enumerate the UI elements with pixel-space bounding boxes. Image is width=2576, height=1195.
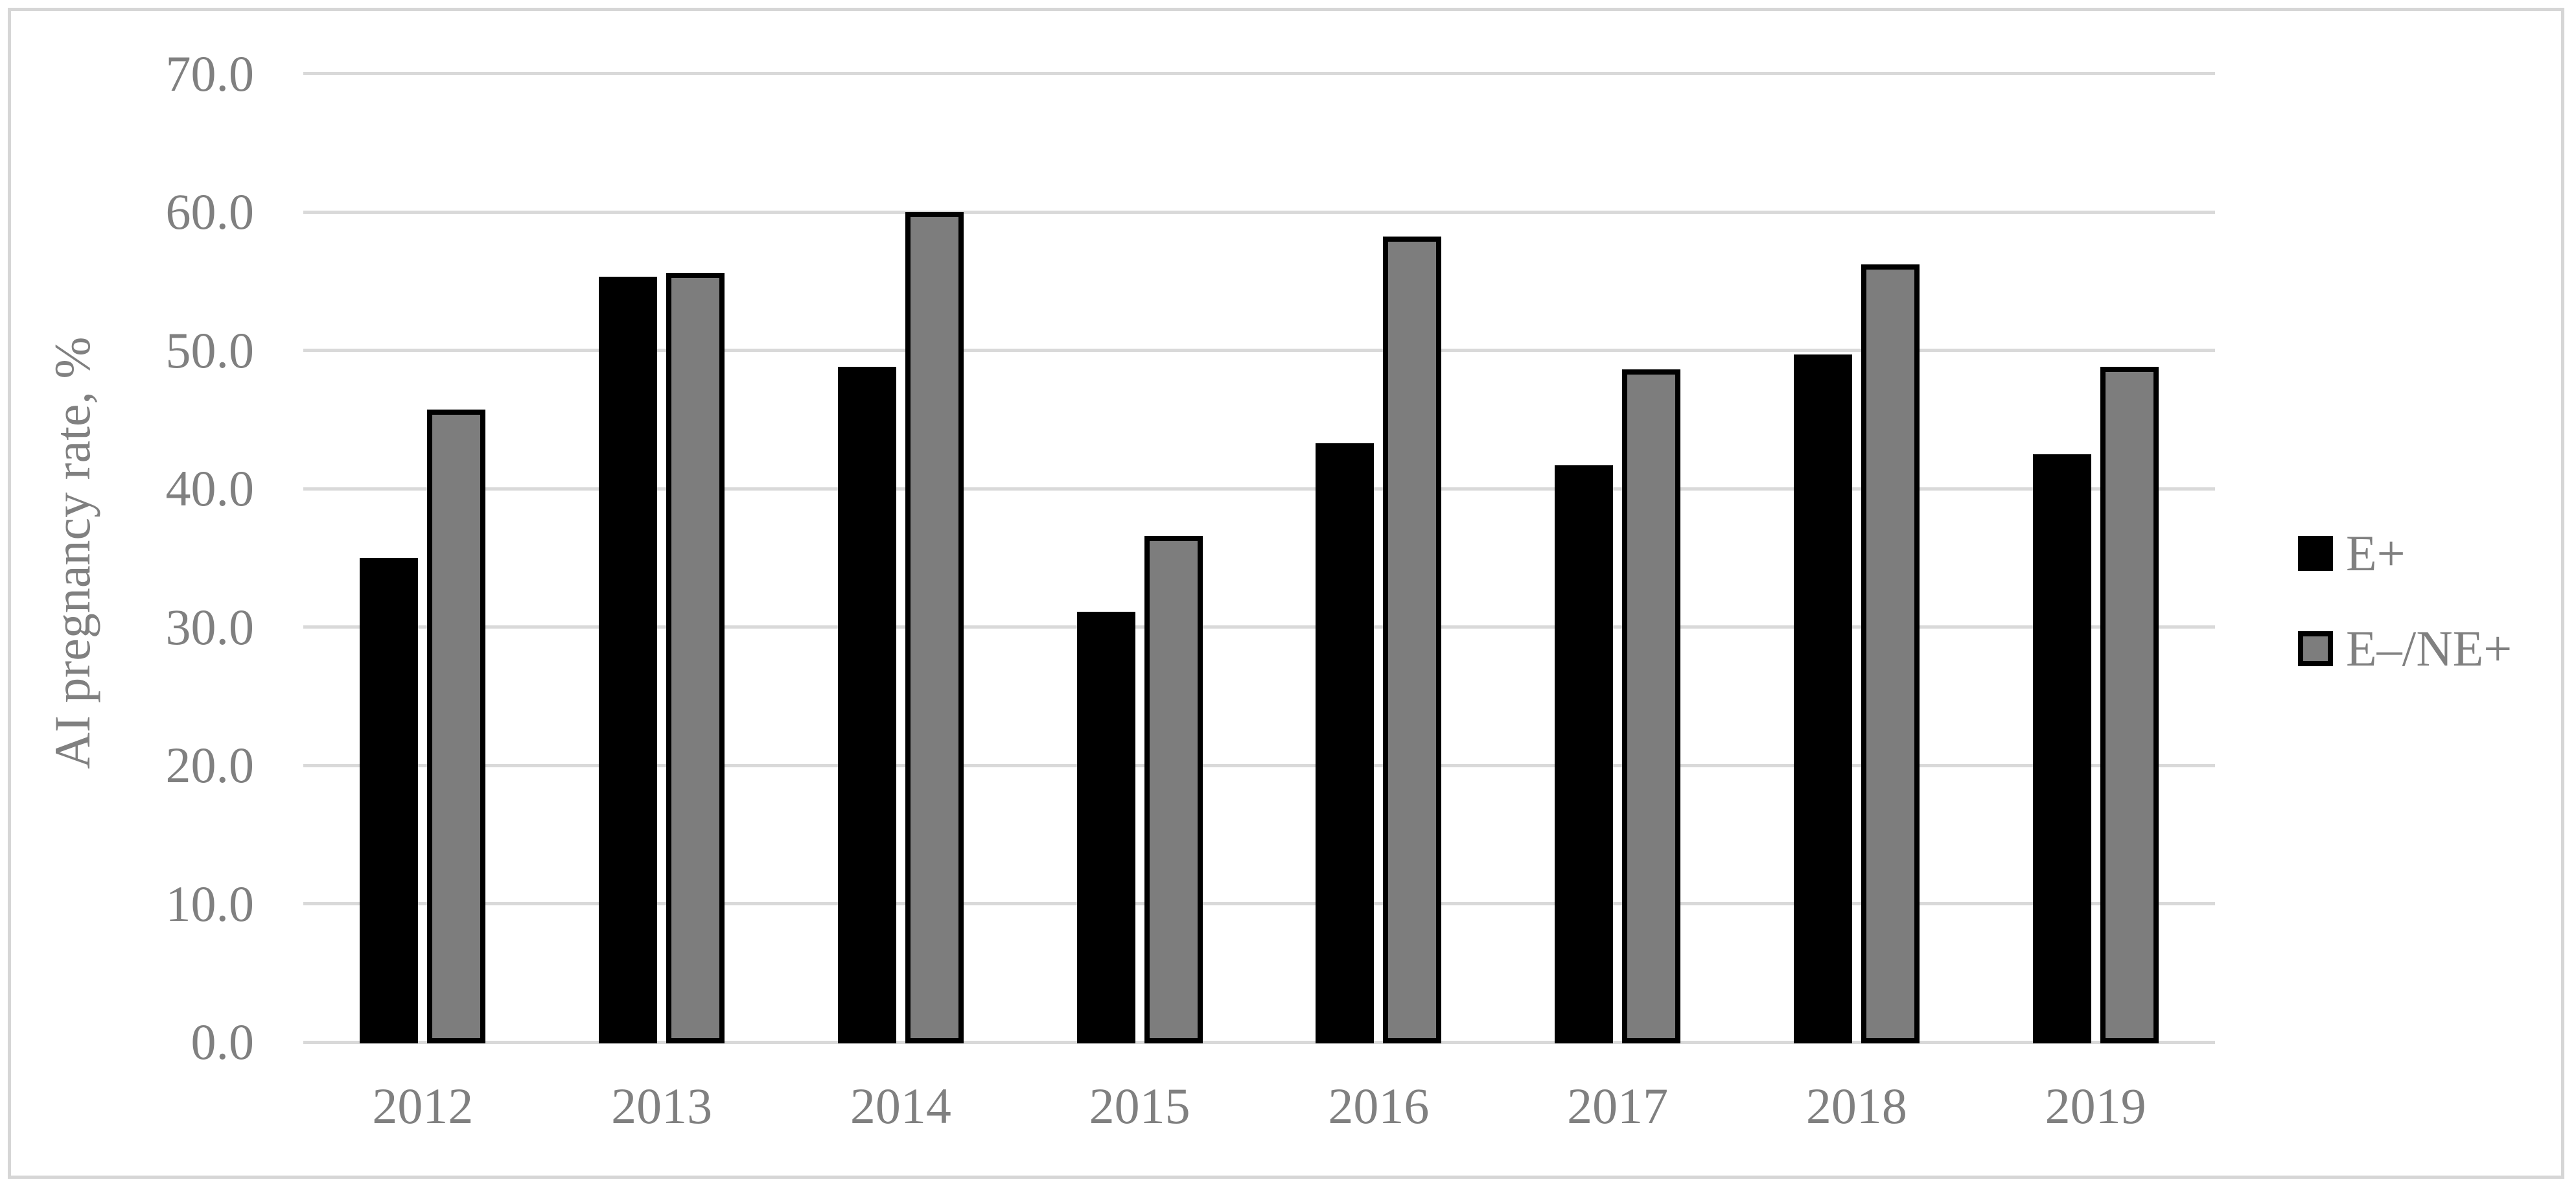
legend-swatch-icon bbox=[2298, 631, 2333, 666]
y-tick-label-20: 20.0 bbox=[165, 737, 255, 793]
x-tick-label-2012: 2012 bbox=[372, 1078, 474, 1134]
gridline-60 bbox=[303, 210, 2215, 214]
y-tick-label-30: 30.0 bbox=[165, 598, 255, 655]
figure-border bbox=[8, 8, 2564, 1179]
x-tick-label-2017: 2017 bbox=[1567, 1078, 1669, 1134]
gridline-70 bbox=[303, 72, 2215, 75]
bar-2015-e-plus bbox=[1076, 612, 1135, 1043]
bar-2014-e-plus bbox=[837, 367, 896, 1043]
bar-2016-e-plus bbox=[1316, 443, 1375, 1043]
x-tick-label-2015: 2015 bbox=[1089, 1078, 1190, 1134]
x-tick-label-2016: 2016 bbox=[1328, 1078, 1430, 1134]
gridline-40 bbox=[303, 487, 2215, 491]
bar-2019-e-plus bbox=[2032, 454, 2091, 1043]
bar-2012-e-plus bbox=[360, 557, 419, 1043]
y-tick-label-0: 0.0 bbox=[191, 1014, 255, 1070]
y-tick-label-70: 70.0 bbox=[165, 45, 255, 102]
legend-swatch-icon bbox=[2298, 536, 2333, 571]
y-tick-label-50: 50.0 bbox=[165, 321, 255, 378]
legend-item-e-minus-ne-plus: E–/NE+ bbox=[2298, 623, 2512, 674]
y-tick-label-60: 60.0 bbox=[165, 183, 255, 240]
bar-2019-e-minus-ne-plus bbox=[2100, 367, 2159, 1043]
x-tick-label-2019: 2019 bbox=[2045, 1078, 2146, 1134]
gridline-10 bbox=[303, 902, 2215, 905]
y-axis-title: AI pregnancy rate, % bbox=[44, 336, 100, 769]
x-tick-label-2018: 2018 bbox=[1805, 1078, 1907, 1134]
gridline-50 bbox=[303, 349, 2215, 352]
x-tick-label-2013: 2013 bbox=[611, 1078, 713, 1134]
bar-2016-e-minus-ne-plus bbox=[1383, 237, 1442, 1043]
legend-item-e-plus: E+ bbox=[2298, 528, 2406, 579]
legend-label: E–/NE+ bbox=[2346, 620, 2512, 677]
bar-2013-e-plus bbox=[599, 277, 658, 1043]
y-tick-label-10: 10.0 bbox=[165, 875, 255, 932]
bar-2012-e-minus-ne-plus bbox=[427, 410, 486, 1043]
legend-label: E+ bbox=[2346, 525, 2406, 581]
y-tick-label-40: 40.0 bbox=[165, 460, 255, 516]
gridline-0 bbox=[303, 1040, 2215, 1044]
bar-2015-e-minus-ne-plus bbox=[1144, 535, 1203, 1043]
bar-2017-e-plus bbox=[1555, 465, 1614, 1043]
gridline-20 bbox=[303, 763, 2215, 767]
bar-2014-e-minus-ne-plus bbox=[905, 212, 964, 1043]
bar-2018-e-plus bbox=[1793, 354, 1852, 1043]
x-tick-label-2014: 2014 bbox=[850, 1078, 951, 1134]
bar-2018-e-minus-ne-plus bbox=[1861, 264, 1920, 1043]
bar-2017-e-minus-ne-plus bbox=[1622, 369, 1681, 1043]
bar-2013-e-minus-ne-plus bbox=[666, 272, 725, 1043]
gridline-30 bbox=[303, 625, 2215, 629]
